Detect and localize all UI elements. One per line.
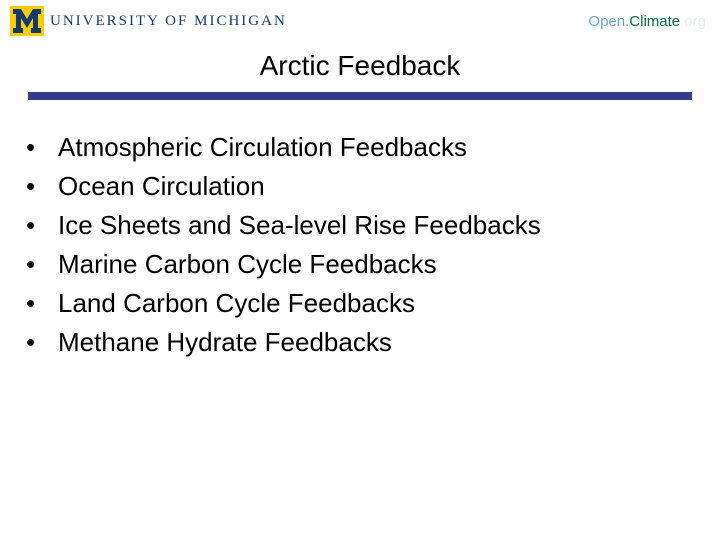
- bullet-list: •Atmospheric Circulation Feedbacks •Ocea…: [24, 128, 700, 362]
- list-item: •Ocean Circulation: [24, 167, 700, 206]
- bullet-text: Methane Hydrate Feedbacks: [58, 323, 392, 362]
- bullet-text: Marine Carbon Cycle Feedbacks: [58, 245, 437, 284]
- list-item: •Ice Sheets and Sea-level Rise Feedbacks: [24, 206, 700, 245]
- slide-title: Arctic Feedback: [0, 50, 720, 82]
- slide: { "header": { "university_name": "UNIVER…: [0, 0, 720, 540]
- university-logo: UNIVERSITY OF MICHIGAN: [10, 6, 287, 36]
- brand-suffix: .org: [680, 13, 706, 30]
- bullet-dot: •: [24, 323, 58, 362]
- bullet-text: Land Carbon Cycle Feedbacks: [58, 284, 415, 323]
- brand-prefix: Open.: [588, 13, 629, 30]
- bullet-text: Ocean Circulation: [58, 167, 265, 206]
- block-m-icon: [10, 6, 44, 36]
- bullet-dot: •: [24, 206, 58, 245]
- list-item: •Marine Carbon Cycle Feedbacks: [24, 245, 700, 284]
- bullet-text: Ice Sheets and Sea-level Rise Feedbacks: [58, 206, 541, 245]
- list-item: •Atmospheric Circulation Feedbacks: [24, 128, 700, 167]
- university-name: UNIVERSITY OF MICHIGAN: [50, 13, 287, 30]
- list-item: •Land Carbon Cycle Feedbacks: [24, 284, 700, 323]
- bullet-dot: •: [24, 284, 58, 323]
- openclimate-brand: Open.Climate.org: [588, 13, 706, 30]
- bullet-text: Atmospheric Circulation Feedbacks: [58, 128, 467, 167]
- divider: [28, 92, 692, 100]
- title-area: Arctic Feedback: [0, 50, 720, 82]
- bullet-dot: •: [24, 128, 58, 167]
- header: UNIVERSITY OF MICHIGAN Open.Climate.org: [0, 0, 720, 40]
- list-item: •Methane Hydrate Feedbacks: [24, 323, 700, 362]
- brand-mid: Climate: [629, 13, 680, 30]
- bullet-dot: •: [24, 167, 58, 206]
- content: •Atmospheric Circulation Feedbacks •Ocea…: [0, 100, 720, 362]
- bullet-dot: •: [24, 245, 58, 284]
